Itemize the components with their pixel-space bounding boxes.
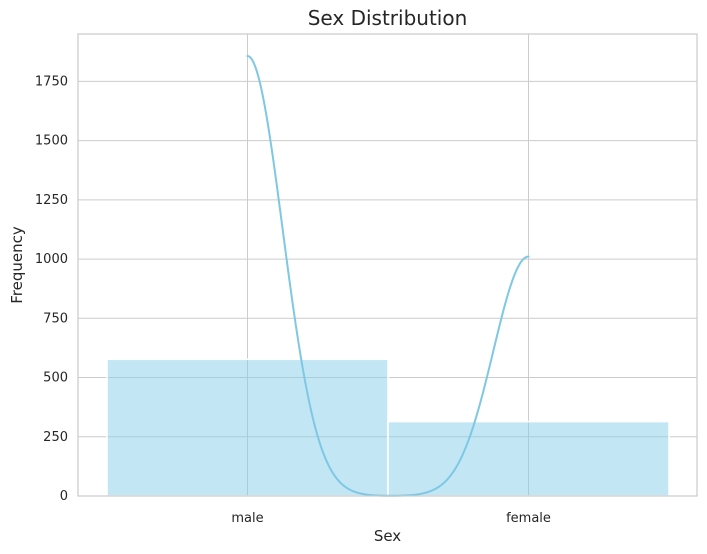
chart-title: Sex Distribution (308, 6, 468, 30)
y-tick-label: 250 (43, 430, 68, 445)
plot-frame (77, 33, 698, 497)
y-tick-label: 1250 (35, 193, 68, 208)
y-axis-label: Frequency (8, 226, 26, 304)
x-axis-label: Sex (374, 527, 401, 545)
y-tick-label: 1000 (35, 252, 68, 267)
x-tick-label-male: male (231, 511, 263, 526)
x-tick-label-female: female (506, 511, 551, 526)
bar-layer (106, 358, 670, 497)
y-tick-label: 1500 (35, 134, 68, 149)
bar-female (387, 420, 670, 497)
y-tick-label: 750 (43, 311, 68, 326)
y-tick-label: 500 (43, 371, 68, 386)
y-tick-label: 0 (60, 489, 68, 504)
tick-layer: 0 250 500 750 1000 1250 1500 1750 male female (35, 74, 551, 526)
y-tick-label: 1750 (35, 74, 68, 89)
bar-male (106, 358, 389, 497)
